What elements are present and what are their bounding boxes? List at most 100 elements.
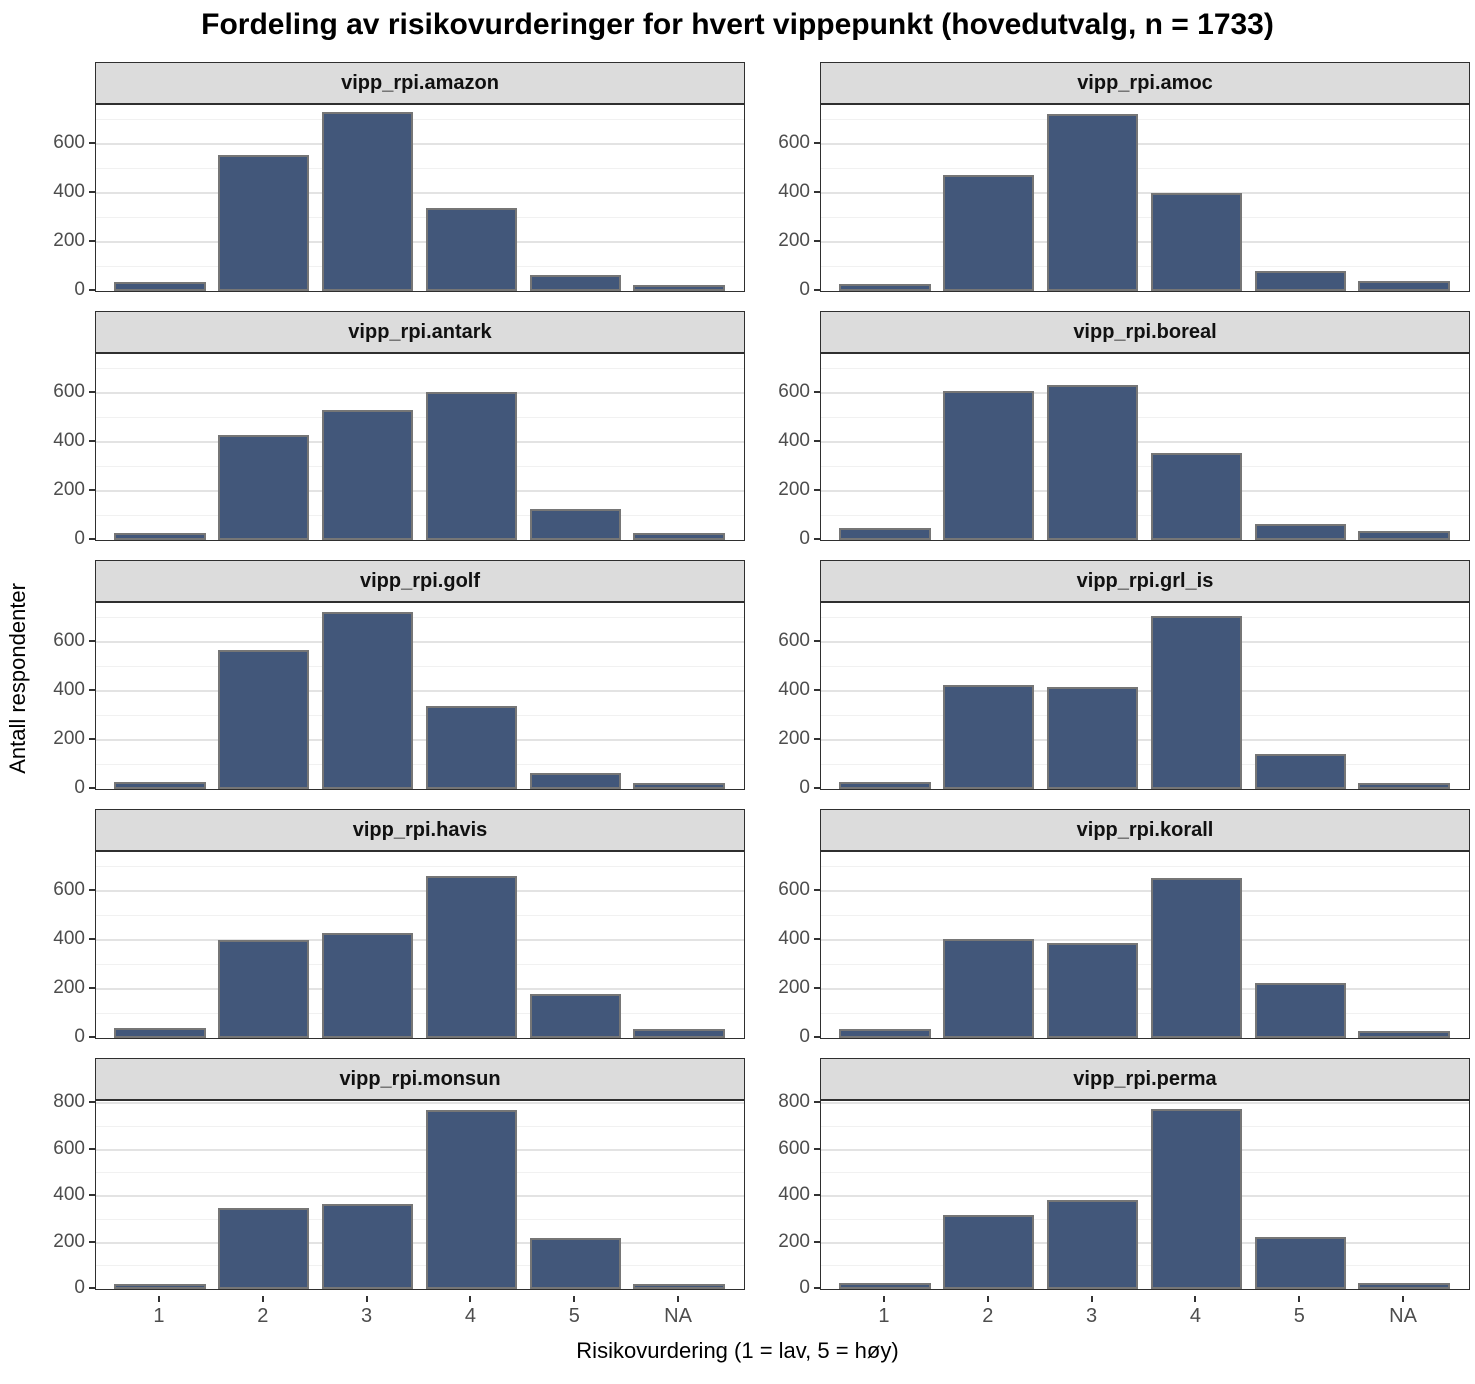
- y-tick-mark: [814, 938, 820, 941]
- gridline-major: [821, 241, 1469, 244]
- bar-NA: [633, 782, 725, 789]
- gridline-minor: [96, 617, 744, 619]
- gridline-major: [821, 1148, 1469, 1151]
- facet-plot: vipp_rpi.boreal: [820, 311, 1470, 541]
- y-tick-mark: [89, 289, 95, 291]
- y-tick-mark: [89, 1036, 95, 1038]
- gridline-major: [821, 939, 1469, 942]
- y-tick-mark: [89, 689, 95, 692]
- gridline-major: [96, 890, 744, 893]
- y-tick-label: 200: [778, 479, 810, 501]
- chart-title: Fordeling av risikovurderinger for hvert…: [201, 8, 1274, 41]
- facet-plot: vipp_rpi.havis: [95, 809, 745, 1039]
- gridline-major: [96, 1102, 744, 1105]
- facet-plot: vipp_rpi.amoc: [820, 62, 1470, 292]
- bar-NA: [633, 532, 725, 540]
- facet-vipp_rpi.golf: 0 200 400 600 vipp_rpi.golf: [45, 560, 745, 798]
- facet-strip: vipp_rpi.amoc: [821, 63, 1469, 105]
- bar-3: [1046, 1199, 1139, 1289]
- plot-panel: [96, 852, 744, 1038]
- bar-2: [943, 1214, 1035, 1289]
- bar-3: [321, 410, 414, 540]
- bar-5: [529, 1237, 621, 1289]
- facet-strip-label: vipp_rpi.golf: [360, 569, 480, 592]
- gridline-minor: [821, 1265, 1469, 1267]
- bar-3: [1046, 113, 1139, 291]
- gridline-major: [821, 690, 1469, 693]
- bar-NA: [1358, 531, 1450, 540]
- y-axis-gutter: 0 200 400 600: [45, 311, 95, 549]
- x-tick-mark: [677, 1296, 680, 1302]
- gridline-minor: [96, 515, 744, 517]
- gridline-minor: [821, 1013, 1469, 1015]
- gridline-major: [821, 192, 1469, 195]
- facet-vipp_rpi.boreal: 0 200 400 600 vipp_rpi.boreal: [770, 311, 1470, 549]
- gridline-major: [821, 890, 1469, 893]
- x-axis-right-column: 1 2 3 4 5 NA: [820, 1296, 1470, 1332]
- y-tick-mark: [89, 142, 95, 145]
- y-tick-label: 600: [778, 381, 810, 403]
- bar-1: [839, 1029, 931, 1038]
- y-tick-label: 600: [53, 879, 85, 901]
- bar-1: [839, 781, 931, 789]
- bar-3: [321, 112, 414, 291]
- facet-vipp_rpi.amazon: 0 200 400 600 vipp_rpi.amazon: [45, 62, 745, 300]
- bar-4: [425, 876, 518, 1038]
- plot-panel: [96, 1101, 744, 1289]
- y-tick-mark: [814, 738, 820, 741]
- x-axis-left-column: 1 2 3 4 5 NA: [95, 1296, 745, 1332]
- facet-strip-label: vipp_rpi.korall: [1076, 818, 1214, 841]
- y-tick-label: 200: [778, 728, 810, 750]
- facet-plot: vipp_rpi.grl_is: [820, 560, 1470, 790]
- facet-strip-label: vipp_rpi.perma: [1073, 1067, 1217, 1090]
- bar-5: [529, 275, 621, 291]
- x-tick-mark: [157, 1296, 160, 1302]
- y-tick-label: 600: [53, 630, 85, 652]
- bar-3: [321, 1204, 414, 1289]
- y-tick-mark: [89, 987, 95, 990]
- y-tick-label: 0: [799, 528, 810, 549]
- y-tick-label: 200: [53, 728, 85, 750]
- facet-strip: vipp_rpi.monsun: [96, 1059, 744, 1101]
- gridline-major: [96, 490, 744, 493]
- gridline-minor: [821, 266, 1469, 268]
- x-tick-label: 5: [1293, 1305, 1305, 1327]
- gridline-minor: [96, 715, 744, 717]
- bar-4: [425, 391, 518, 540]
- facet-strip: vipp_rpi.perma: [821, 1059, 1469, 1101]
- plot-panel: [821, 105, 1469, 291]
- bar-4: [425, 207, 518, 291]
- gridline-minor: [821, 466, 1469, 468]
- x-tick-mark: [882, 1296, 885, 1302]
- facet-vipp_rpi.havis: 0 200 400 600 vipp_rpi.havis: [45, 809, 745, 1047]
- plot-panel: [821, 1101, 1469, 1289]
- gridline-minor: [96, 368, 744, 370]
- facet-strip: vipp_rpi.grl_is: [821, 561, 1469, 603]
- bar-2: [943, 938, 1035, 1038]
- gridline-minor: [96, 466, 744, 468]
- bar-1: [839, 1283, 931, 1289]
- y-tick-mark: [89, 1194, 95, 1197]
- facet-plot: vipp_rpi.korall: [820, 809, 1470, 1039]
- bar-5: [1254, 271, 1346, 291]
- facet-strip-label: vipp_rpi.monsun: [339, 1067, 501, 1090]
- bar-2: [943, 685, 1035, 789]
- bar-2: [218, 940, 310, 1038]
- gridline-major: [821, 441, 1469, 444]
- facet-strip: vipp_rpi.boreal: [821, 312, 1469, 354]
- bar-3: [1046, 687, 1139, 789]
- y-tick-mark: [89, 738, 95, 741]
- gridline-minor: [96, 915, 744, 917]
- plot-panel: [821, 603, 1469, 789]
- facet-vipp_rpi.grl_is: 0 200 400 600 vipp_rpi.grl_is: [770, 560, 1470, 798]
- gridline-major: [96, 392, 744, 395]
- x-tick-label: 3: [1086, 1305, 1098, 1327]
- y-tick-mark: [814, 1147, 820, 1150]
- gridline-minor: [96, 1126, 744, 1128]
- y-axis-gutter: 0 200 400 600: [770, 62, 820, 300]
- y-tick-mark: [814, 987, 820, 990]
- y-tick-mark: [89, 640, 95, 643]
- gridline-minor: [821, 119, 1469, 121]
- y-tick-mark: [814, 440, 820, 443]
- y-tick-mark: [814, 489, 820, 492]
